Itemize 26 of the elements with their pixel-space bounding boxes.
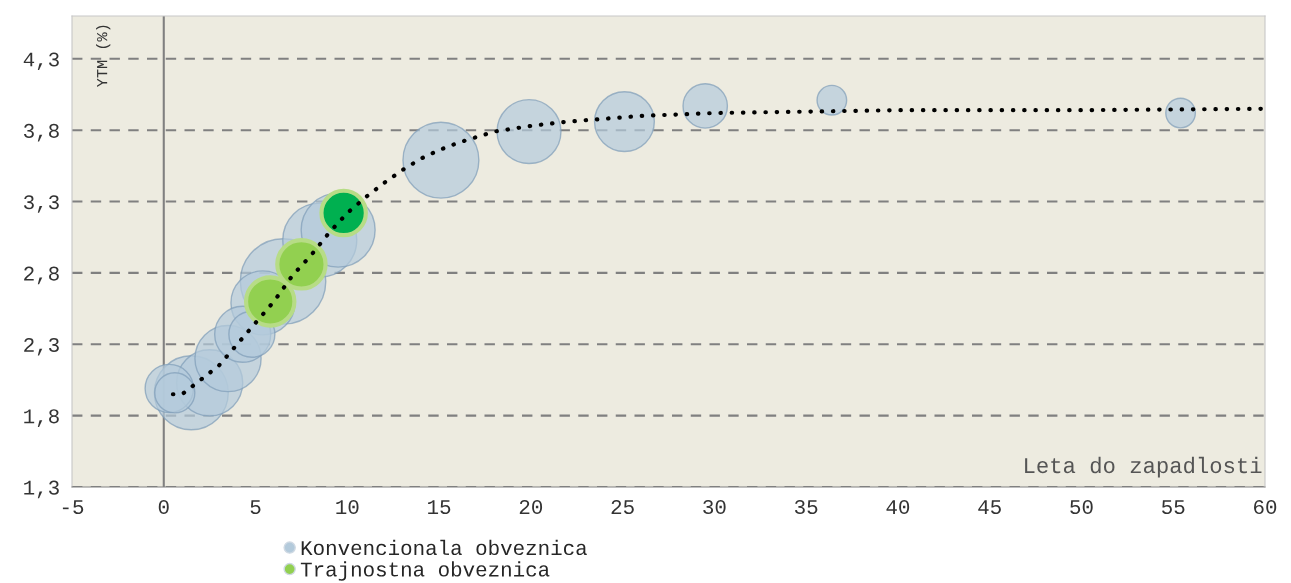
x-tick-label: 30 bbox=[703, 499, 726, 515]
y-tick-label: 4,3 bbox=[23, 52, 59, 71]
x-tick-label: 55 bbox=[1162, 500, 1185, 515]
x-tick-label: 20 bbox=[519, 499, 543, 515]
y-tick-label: 2,3 bbox=[24, 337, 59, 356]
x-tick-label: 5 bbox=[250, 500, 261, 515]
y-tick-label: 1,8 bbox=[24, 409, 59, 427]
y-axis-title: YTM (%) bbox=[96, 25, 111, 88]
x-tick-label: 40 bbox=[886, 499, 910, 515]
legend-label: Trajnostna obveznica bbox=[300, 561, 550, 581]
legend-label: Konvencionala obveznica bbox=[301, 539, 587, 556]
x-tick-label: 35 bbox=[794, 499, 818, 515]
x-tick-label: 60 bbox=[1254, 499, 1277, 515]
x-tick-label: 15 bbox=[428, 500, 451, 515]
y-tick-label: 1,3 bbox=[24, 480, 59, 499]
line-series bbox=[170, 106, 1265, 397]
x-tick-label: 0 bbox=[158, 499, 169, 515]
x-tick-label: -5 bbox=[62, 500, 84, 515]
y-tick-label: 3,3 bbox=[23, 195, 59, 213]
x-tick-label: 25 bbox=[611, 499, 634, 515]
x-tick-label: 50 bbox=[1070, 499, 1093, 515]
x-axis-title: Leta do zapadlosti bbox=[1025, 456, 1262, 478]
x-tick-label: 10 bbox=[336, 499, 359, 515]
x-tick-label: 45 bbox=[978, 500, 1001, 515]
y-tick-label: 3,8 bbox=[23, 123, 59, 142]
y-tick-label: 2,8 bbox=[24, 266, 59, 285]
